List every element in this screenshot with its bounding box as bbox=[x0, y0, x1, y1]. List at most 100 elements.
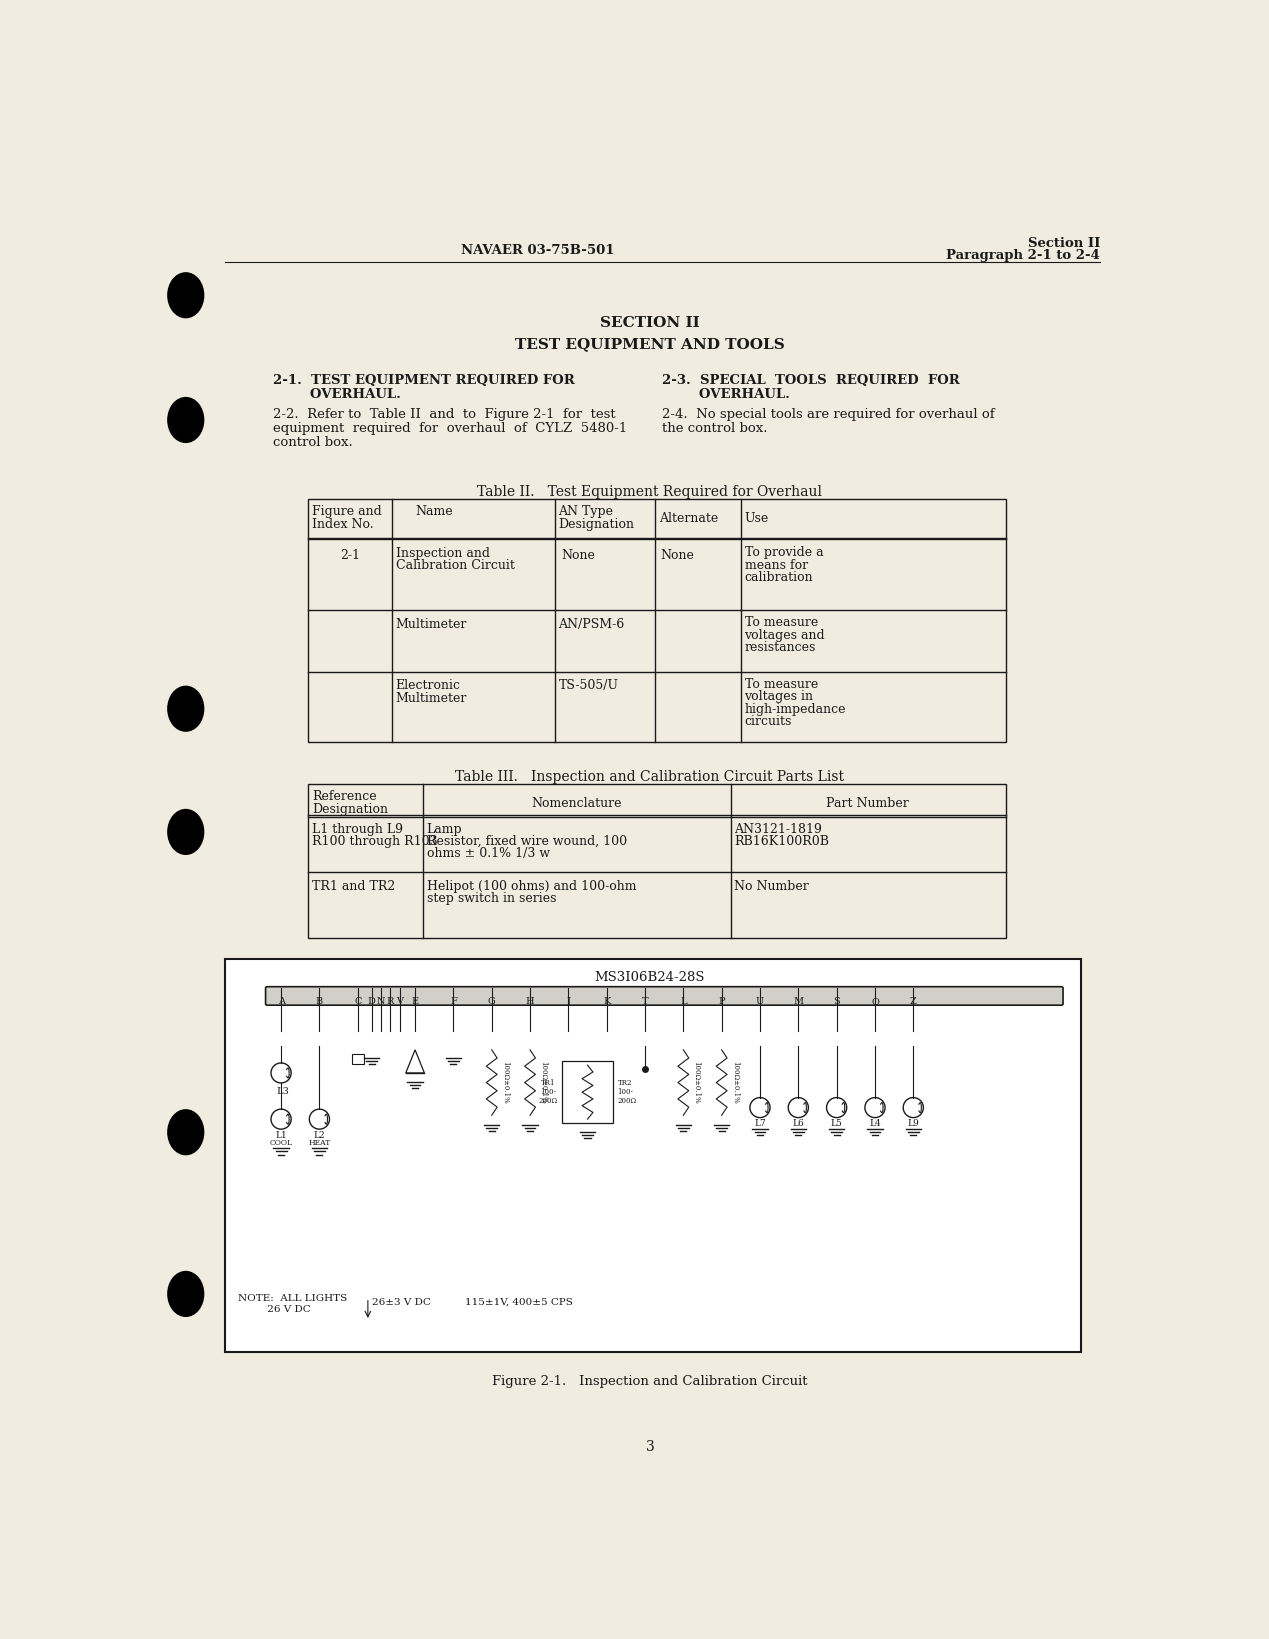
Text: L1 through L9: L1 through L9 bbox=[312, 823, 404, 836]
Text: Use: Use bbox=[745, 511, 769, 524]
Ellipse shape bbox=[168, 685, 204, 733]
Text: NAVAER 03-75B-501: NAVAER 03-75B-501 bbox=[461, 244, 614, 257]
Text: V: V bbox=[396, 998, 404, 1006]
Text: E: E bbox=[411, 998, 419, 1006]
Text: Z: Z bbox=[910, 998, 916, 1006]
Text: L1: L1 bbox=[275, 1131, 287, 1139]
Text: AN/PSM-6: AN/PSM-6 bbox=[558, 618, 624, 631]
Text: AN3121-1819: AN3121-1819 bbox=[735, 823, 822, 836]
Text: Alternate: Alternate bbox=[660, 511, 718, 524]
Text: G: G bbox=[487, 998, 496, 1006]
Text: None: None bbox=[660, 549, 694, 562]
Text: U: U bbox=[756, 998, 764, 1006]
FancyBboxPatch shape bbox=[265, 987, 1063, 1005]
Ellipse shape bbox=[168, 1110, 204, 1155]
Text: Figure 2-1.   Inspection and Calibration Circuit: Figure 2-1. Inspection and Calibration C… bbox=[492, 1375, 808, 1388]
Text: Calibration Circuit: Calibration Circuit bbox=[396, 559, 515, 572]
Text: Multimeter: Multimeter bbox=[396, 618, 467, 631]
Text: circuits: circuits bbox=[745, 715, 792, 728]
Text: 100Ω±0.1%: 100Ω±0.1% bbox=[731, 1060, 739, 1105]
Text: TR1
100-
200Ω: TR1 100- 200Ω bbox=[538, 1078, 558, 1105]
Text: Designation: Designation bbox=[312, 803, 388, 816]
Text: K: K bbox=[603, 998, 610, 1006]
Text: Figure and: Figure and bbox=[312, 505, 382, 518]
Text: D: D bbox=[368, 998, 376, 1006]
Bar bbox=[308, 783, 1006, 938]
Text: means for: means for bbox=[745, 559, 807, 572]
Text: 26 V DC: 26 V DC bbox=[239, 1306, 311, 1314]
Text: Index No.: Index No. bbox=[312, 518, 373, 531]
Text: the control box.: the control box. bbox=[662, 423, 768, 436]
Text: ohms ± 0.1% 1/3 w: ohms ± 0.1% 1/3 w bbox=[426, 847, 549, 860]
Text: TR2
100-
200Ω: TR2 100- 200Ω bbox=[618, 1078, 637, 1105]
Text: 2-1.  TEST EQUIPMENT REQUIRED FOR: 2-1. TEST EQUIPMENT REQUIRED FOR bbox=[273, 374, 575, 387]
Text: SECTION II: SECTION II bbox=[600, 316, 699, 329]
Text: voltages and: voltages and bbox=[745, 629, 825, 641]
Ellipse shape bbox=[168, 808, 204, 856]
Text: Q: Q bbox=[871, 998, 879, 1006]
Text: step switch in series: step switch in series bbox=[426, 892, 556, 905]
Text: control box.: control box. bbox=[273, 436, 353, 449]
Text: A: A bbox=[278, 998, 284, 1006]
Text: B: B bbox=[316, 998, 324, 1006]
Text: Section II: Section II bbox=[1028, 236, 1100, 249]
Bar bbox=[308, 500, 1006, 742]
Text: 115±1V, 400±5 CPS: 115±1V, 400±5 CPS bbox=[464, 1298, 572, 1306]
Text: Resistor, fixed wire wound, 100: Resistor, fixed wire wound, 100 bbox=[426, 834, 627, 847]
Text: Nomenclature: Nomenclature bbox=[532, 797, 622, 810]
Text: Helipot (100 ohms) and 100-ohm: Helipot (100 ohms) and 100-ohm bbox=[426, 880, 636, 893]
Ellipse shape bbox=[168, 1270, 204, 1318]
Text: 100Ω±0.1%: 100Ω±0.1% bbox=[693, 1060, 700, 1105]
Text: H: H bbox=[525, 998, 534, 1006]
Text: M: M bbox=[793, 998, 803, 1006]
Text: HEAT: HEAT bbox=[308, 1139, 331, 1147]
Text: L: L bbox=[680, 998, 687, 1006]
Text: Reference: Reference bbox=[312, 790, 377, 803]
Text: S: S bbox=[834, 998, 840, 1006]
Text: J: J bbox=[566, 998, 570, 1006]
Text: OVERHAUL.: OVERHAUL. bbox=[273, 388, 401, 400]
Bar bbox=[225, 959, 1081, 1352]
Text: 2-1: 2-1 bbox=[340, 549, 360, 562]
Text: L2: L2 bbox=[313, 1131, 325, 1139]
Text: To measure: To measure bbox=[745, 616, 817, 629]
Text: 2-4.  No special tools are required for overhaul of: 2-4. No special tools are required for o… bbox=[662, 408, 995, 421]
Text: calibration: calibration bbox=[745, 570, 813, 583]
Text: L9: L9 bbox=[907, 1119, 919, 1128]
Text: N: N bbox=[377, 998, 386, 1006]
Text: To measure: To measure bbox=[745, 679, 817, 692]
Text: L4: L4 bbox=[869, 1119, 881, 1128]
Text: None: None bbox=[561, 549, 595, 562]
Text: AN Type: AN Type bbox=[558, 505, 613, 518]
Text: T: T bbox=[642, 998, 648, 1006]
Text: 2-3.  SPECIAL  TOOLS  REQUIRED  FOR: 2-3. SPECIAL TOOLS REQUIRED FOR bbox=[662, 374, 961, 387]
Text: TEST EQUIPMENT AND TOOLS: TEST EQUIPMENT AND TOOLS bbox=[515, 338, 784, 351]
Text: NOTE:  ALL LIGHTS: NOTE: ALL LIGHTS bbox=[239, 1293, 348, 1303]
Text: F: F bbox=[450, 998, 457, 1006]
Text: 100Ω±0.1%: 100Ω±0.1% bbox=[539, 1060, 547, 1105]
Text: COOL: COOL bbox=[269, 1139, 293, 1147]
Text: resistances: resistances bbox=[745, 641, 816, 654]
Text: L6: L6 bbox=[792, 1119, 805, 1128]
Text: Lamp: Lamp bbox=[426, 823, 462, 836]
Text: 3: 3 bbox=[646, 1441, 655, 1454]
Text: MS3I06B24-28S: MS3I06B24-28S bbox=[595, 972, 706, 985]
Text: Name: Name bbox=[416, 505, 453, 518]
Text: R100 through R103: R100 through R103 bbox=[312, 834, 438, 847]
Text: Electronic: Electronic bbox=[396, 680, 461, 692]
Text: TR1 and TR2: TR1 and TR2 bbox=[312, 880, 396, 893]
Ellipse shape bbox=[168, 272, 204, 318]
Text: Multimeter: Multimeter bbox=[396, 692, 467, 705]
Ellipse shape bbox=[168, 397, 204, 443]
Text: C: C bbox=[354, 998, 362, 1006]
Text: Paragraph 2-1 to 2-4: Paragraph 2-1 to 2-4 bbox=[947, 249, 1100, 262]
Text: 2-2.  Refer to  Table II  and  to  Figure 2-1  for  test: 2-2. Refer to Table II and to Figure 2-1… bbox=[273, 408, 615, 421]
Text: RB16K100R0B: RB16K100R0B bbox=[735, 834, 830, 847]
Text: Table II.   Test Equipment Required for Overhaul: Table II. Test Equipment Required for Ov… bbox=[477, 485, 822, 500]
Text: R: R bbox=[387, 998, 393, 1006]
Text: voltages in: voltages in bbox=[745, 690, 813, 703]
Text: high-impedance: high-impedance bbox=[745, 703, 846, 716]
Text: OVERHAUL.: OVERHAUL. bbox=[662, 388, 791, 400]
Text: Designation: Designation bbox=[558, 518, 634, 531]
Text: To provide a: To provide a bbox=[745, 546, 824, 559]
